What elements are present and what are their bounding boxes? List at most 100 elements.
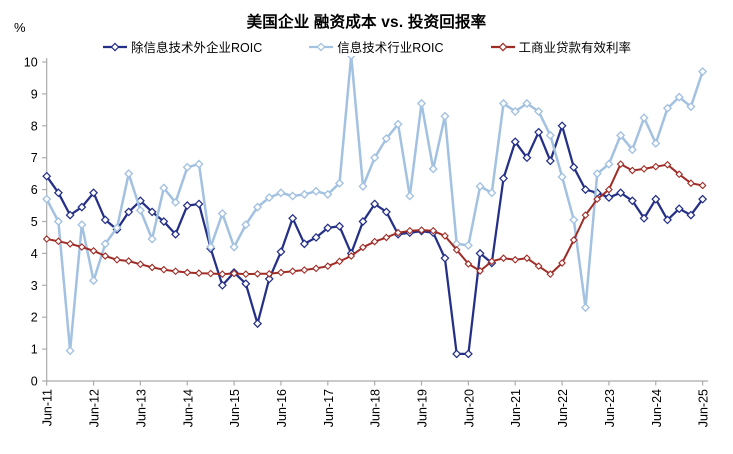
diamond-marker: [311, 186, 321, 196]
diamond-marker: [429, 226, 438, 235]
diamond-marker: [65, 210, 75, 220]
diamond-marker: [241, 270, 250, 279]
diamond-marker: [206, 269, 215, 278]
diamond-marker: [382, 233, 391, 242]
diamond-marker: [171, 229, 181, 239]
diamond-marker: [499, 173, 508, 183]
x-tick-label: Jun-25: [697, 389, 711, 427]
diamond-marker: [100, 215, 110, 225]
diamond-marker: [217, 208, 227, 219]
diamond-marker: [393, 119, 403, 129]
diamond-marker: [253, 319, 263, 329]
diamond-marker: [487, 257, 496, 266]
x-tick-label: Jun-12: [88, 389, 102, 427]
diamond-marker: [569, 215, 579, 225]
diamond-marker: [241, 279, 251, 289]
diamond-marker: [441, 231, 449, 240]
diamond-marker: [335, 257, 344, 266]
diamond-marker: [230, 269, 238, 278]
diamond-marker: [663, 160, 672, 169]
diamond-marker: [627, 196, 637, 206]
diamond-marker: [135, 205, 145, 215]
y-tick-label: 0: [31, 375, 38, 389]
diamond-marker: [464, 260, 473, 268]
y-tick-label: 5: [31, 215, 38, 229]
diamond-marker: [394, 228, 402, 237]
diamond-marker: [42, 235, 51, 243]
diamond-marker: [616, 130, 626, 140]
legend-item-loan-rate: 工商业贷款有效利率: [490, 37, 631, 56]
diamond-marker: [300, 266, 309, 274]
line-diamond-marker-icon: [490, 42, 515, 51]
diamond-marker: [311, 232, 321, 242]
series-2: [42, 160, 707, 279]
diamond-marker: [113, 255, 121, 264]
diamond-marker: [417, 226, 426, 234]
diamond-marker: [639, 213, 649, 223]
series-markers-0: [42, 121, 708, 359]
legend: 除信息技术外企业ROIC 信息技术行业ROIC 工商业贷款有效利率: [0, 37, 733, 56]
diamond-marker: [475, 181, 485, 191]
diamond-marker: [686, 102, 696, 112]
x-tick-label: Jun-15: [228, 389, 242, 427]
diamond-marker: [662, 103, 673, 113]
diamond-marker: [288, 191, 298, 201]
diamond-marker: [416, 98, 427, 109]
diamond-marker: [77, 220, 87, 230]
diamond-marker: [452, 349, 462, 359]
diamond-marker: [476, 267, 484, 275]
axes: 0 1 2 3 4 5 6 7 8 9 10 Jun-11 Jun-12 Jun-13 Jun-14 Jun-…: [24, 56, 711, 428]
y-tick-label: 8: [31, 119, 38, 133]
diamond-marker: [546, 270, 555, 279]
diamond-marker: [347, 252, 356, 260]
diamond-marker: [206, 242, 216, 252]
diamond-marker: [183, 268, 192, 277]
diamond-marker: [499, 254, 508, 263]
diamond-marker: [522, 98, 532, 109]
diamond-marker: [370, 199, 380, 209]
diamond-marker: [66, 239, 75, 248]
legend-item-non-it-roic: 除信息技术外企业ROIC: [102, 37, 262, 56]
x-tick-label: Jun-20: [462, 389, 476, 427]
diamond-marker: [381, 207, 391, 217]
diamond-marker: [593, 195, 602, 204]
diamond-marker: [264, 274, 274, 284]
x-tick-label: Jun-18: [369, 389, 383, 427]
diamond-marker: [640, 164, 648, 173]
x-tick-label: Jun-24: [650, 389, 664, 427]
diamond-marker: [405, 226, 414, 235]
diamond-marker: [101, 252, 110, 260]
diamond-marker: [334, 178, 345, 188]
diamond-marker: [545, 156, 555, 166]
diamond-marker: [440, 253, 450, 263]
diamond-marker: [276, 188, 286, 198]
diamond-marker: [124, 257, 133, 265]
y-tick-label: 6: [31, 183, 38, 197]
y-axis-unit-label: %: [14, 20, 26, 35]
line-diamond-marker-icon: [102, 42, 127, 51]
diamond-marker: [616, 188, 626, 198]
diamond-marker: [370, 237, 379, 246]
x-tick-label: Jun-14: [181, 389, 195, 427]
diamond-marker: [698, 67, 708, 77]
diamond-marker: [53, 188, 63, 198]
diamond-marker: [194, 159, 204, 169]
diamond-marker: [182, 201, 192, 211]
diamond-marker: [112, 223, 122, 233]
diamond-marker: [510, 106, 520, 116]
x-tick-label: Jun-16: [275, 389, 289, 427]
diamond-marker: [522, 153, 532, 163]
diamond-marker: [42, 171, 52, 181]
diamond-marker: [358, 181, 368, 191]
diamond-marker: [557, 172, 567, 182]
diamond-marker: [42, 194, 52, 204]
x-tick-label: Jun-21: [509, 389, 523, 427]
chart-title: 美国企业 融资成本 vs. 投资回报率: [246, 14, 487, 31]
legend-item-it-roic: 信息技术行业ROIC: [308, 37, 444, 56]
diamond-marker: [604, 193, 614, 203]
y-tick-label: 10: [24, 56, 38, 70]
diamond-marker: [217, 280, 227, 290]
diamond-marker: [370, 153, 380, 163]
diamond-marker: [323, 189, 333, 199]
